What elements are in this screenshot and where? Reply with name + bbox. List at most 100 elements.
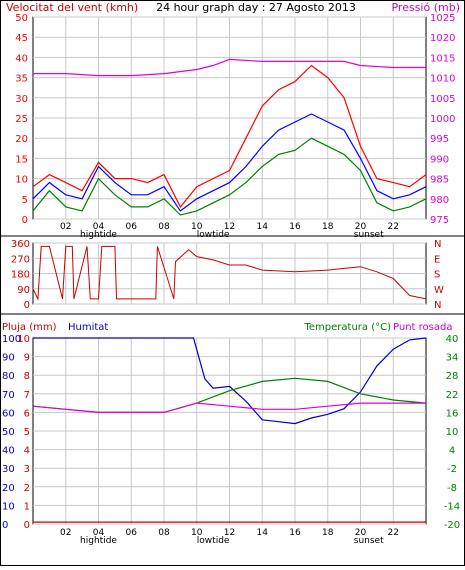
series-dewpoint [32, 402, 426, 413]
sunset-label: sunset [354, 536, 384, 546]
pressure-axis-tick: 975 [430, 215, 449, 226]
rain-axis-tick: 1 [24, 501, 30, 512]
temperature-axis-tick: 22 [446, 390, 459, 401]
series-wind_max [32, 64, 427, 208]
wind-axis-tick: 40 [15, 53, 28, 64]
wind-axis-tick: 45 [15, 33, 28, 44]
humidity-title: Humitat [68, 322, 108, 333]
wind-axis-tick: 15 [15, 154, 28, 165]
lowtide-label: lowtide [197, 230, 230, 240]
rain-axis-tick: 3 [24, 464, 30, 475]
humidity-axis-tick: 80 [2, 371, 15, 382]
wind-axis-tick: 20 [15, 134, 28, 145]
humidity-axis-tick: 100 [2, 334, 21, 345]
pressure-axis-tick: 1000 [430, 114, 455, 125]
hour-label: 10 [191, 528, 203, 538]
temperature-axis-tick: -2 [447, 464, 457, 475]
direction-axis-tick: 180 [11, 270, 30, 281]
temperature-axis-tick: 34 [446, 353, 459, 364]
sunset-label: sunset [354, 230, 384, 240]
humidity-axis-tick: 20 [2, 483, 15, 494]
pressure-axis-tick: 990 [430, 154, 449, 165]
hour-label: 08 [158, 528, 170, 538]
hour-label: 04 [93, 528, 105, 538]
wind-axis-tick: 50 [15, 13, 28, 24]
direction-axis-tick: 270 [11, 254, 30, 265]
hour-label: 16 [289, 222, 301, 232]
rain-axis-tick: 2 [24, 483, 30, 494]
rain-axis-tick: 5 [24, 427, 30, 438]
wind-axis-tick: 30 [15, 94, 28, 105]
compass-tick: E [434, 254, 440, 265]
temperature-axis-tick: -8 [447, 483, 457, 494]
rain-axis-tick: 4 [24, 446, 30, 457]
chart-marks: 0510152025303540455097598098599099510001… [2, 13, 460, 546]
temperature-axis-tick: 4 [449, 446, 455, 457]
hour-label: 02 [60, 528, 71, 538]
direction-axis-tick: 0 [24, 300, 30, 311]
humidity-axis-tick: 10 [2, 501, 15, 512]
direction-axis-tick: 90 [17, 285, 30, 296]
humidity-axis-tick: 60 [2, 408, 15, 419]
wind-axis-tick: 10 [15, 175, 28, 186]
hour-label: 22 [388, 222, 399, 232]
temperature-axis-tick: 28 [446, 371, 459, 382]
dewpoint-title: Punt rosada [393, 322, 452, 333]
rain-axis-tick: 6 [24, 408, 30, 419]
humidity-axis-tick: 70 [2, 390, 15, 401]
hour-label: 16 [289, 528, 301, 538]
humidity-axis-tick: 30 [2, 464, 15, 475]
temperature-axis-tick: -14 [444, 501, 460, 512]
temperature-axis-tick: 16 [446, 408, 459, 419]
rain-axis-tick: 7 [24, 390, 30, 401]
temperature-axis-tick: -20 [444, 520, 460, 531]
rain-title: Pluja (mm) [2, 322, 57, 333]
wind-axis-tick: 5 [22, 195, 28, 206]
rain-axis-tick: 0 [24, 520, 30, 531]
humidity-axis-tick: 40 [2, 446, 15, 457]
hour-label: 02 [60, 222, 71, 232]
pressure-axis-tick: 1015 [430, 53, 455, 64]
pressure-axis-tick: 1010 [430, 74, 455, 85]
hour-label: 20 [355, 222, 367, 232]
humidity-axis-tick: 50 [2, 427, 15, 438]
compass-tick: S [434, 270, 440, 281]
rain-axis-tick: 10 [17, 334, 30, 345]
hour-label: 22 [388, 528, 399, 538]
hour-label: 18 [322, 222, 334, 232]
compass-tick: N [434, 239, 441, 250]
page-title: 24 hour graph day : 27 Agosto 2013 [156, 1, 356, 14]
pressure-axis-tick: 1005 [430, 94, 455, 105]
wind-title: Velocitat del vent (kmh) [6, 1, 138, 14]
lowtide-label: lowtide [197, 536, 230, 546]
series-wind_min [32, 137, 427, 216]
rain-axis-tick: 9 [24, 353, 30, 364]
hour-label: 06 [126, 528, 138, 538]
hour-label: 08 [158, 222, 170, 232]
series-humidity [33, 337, 427, 425]
series-wind_avg [32, 113, 427, 212]
hour-label: 10 [191, 222, 203, 232]
pressure-axis-tick: 1025 [430, 13, 455, 24]
compass-tick: W [434, 285, 444, 296]
temperature-title: Temperatura (°C) [303, 322, 391, 333]
compass-tick: N [434, 300, 441, 311]
hightide-label: hightide [80, 536, 117, 546]
pressure-axis-tick: 985 [430, 175, 449, 186]
wind-axis-tick: 0 [22, 215, 28, 226]
series-direction [32, 245, 427, 301]
pressure-axis-tick: 980 [430, 195, 449, 206]
hour-label: 18 [322, 528, 334, 538]
temperature-axis-tick: 40 [446, 334, 459, 345]
hour-label: 12 [224, 222, 235, 232]
direction-axis-tick: 360 [11, 239, 30, 250]
wind-axis-tick: 25 [15, 114, 28, 125]
hightide-label: hightide [80, 230, 117, 240]
temperature-axis-tick: 10 [446, 427, 459, 438]
humidity-axis-tick: 0 [2, 520, 8, 531]
rain-axis-tick: 8 [24, 371, 30, 382]
wind-axis-tick: 35 [15, 74, 28, 85]
